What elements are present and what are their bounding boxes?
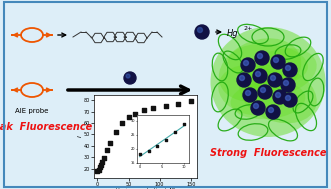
Point: [141, 109, 147, 112]
Point: [137, 153, 142, 156]
Circle shape: [273, 57, 278, 63]
Circle shape: [198, 28, 203, 33]
Circle shape: [126, 74, 130, 78]
Text: Weak  Fluorescence: Weak Fluorescence: [0, 122, 93, 132]
Circle shape: [244, 60, 249, 66]
Circle shape: [243, 88, 257, 102]
Point: [95, 169, 100, 172]
Ellipse shape: [211, 27, 325, 137]
Circle shape: [286, 66, 291, 70]
Circle shape: [240, 75, 245, 81]
Point: [132, 112, 137, 115]
Text: Hg: Hg: [227, 29, 239, 38]
Text: Strong  Fluorescence: Strong Fluorescence: [210, 148, 326, 158]
Circle shape: [254, 104, 259, 108]
Circle shape: [255, 51, 269, 65]
Circle shape: [241, 58, 255, 72]
Point: [188, 100, 193, 103]
Circle shape: [256, 71, 260, 77]
Circle shape: [237, 73, 251, 87]
Point: [120, 122, 125, 125]
Circle shape: [268, 108, 273, 112]
Point: [107, 142, 113, 145]
Circle shape: [246, 91, 251, 95]
Point: [126, 116, 131, 119]
Ellipse shape: [243, 48, 317, 96]
Circle shape: [195, 25, 209, 39]
Point: [97, 166, 103, 169]
Circle shape: [266, 105, 280, 119]
Circle shape: [258, 85, 272, 99]
X-axis label: Hg²⁺ concentration (μM): Hg²⁺ concentration (μM): [116, 188, 175, 189]
Ellipse shape: [218, 65, 288, 115]
Ellipse shape: [228, 44, 308, 84]
Circle shape: [124, 72, 136, 84]
Point: [176, 102, 181, 105]
Text: Proton interaction: Proton interaction: [95, 99, 165, 108]
Circle shape: [281, 78, 295, 92]
Point: [101, 157, 106, 160]
Point: [104, 149, 110, 152]
Circle shape: [258, 53, 262, 59]
Ellipse shape: [231, 81, 306, 119]
Circle shape: [271, 55, 285, 69]
Y-axis label: I: I: [77, 135, 82, 137]
Ellipse shape: [239, 65, 317, 123]
Point: [96, 168, 101, 171]
Ellipse shape: [219, 38, 301, 102]
Circle shape: [283, 63, 297, 77]
Point: [182, 122, 187, 125]
Point: [163, 104, 168, 107]
Point: [164, 139, 169, 142]
Circle shape: [253, 69, 267, 83]
Circle shape: [283, 93, 297, 107]
Point: [99, 164, 104, 167]
Circle shape: [275, 92, 280, 98]
Circle shape: [286, 95, 291, 101]
Circle shape: [273, 90, 287, 104]
Circle shape: [260, 88, 265, 92]
Circle shape: [270, 75, 275, 81]
Text: 2+: 2+: [243, 26, 252, 31]
Point: [100, 160, 105, 163]
Circle shape: [283, 81, 289, 85]
Text: AIE probe: AIE probe: [15, 108, 49, 114]
Circle shape: [268, 73, 282, 87]
Point: [155, 144, 160, 147]
Point: [114, 131, 119, 134]
Point: [173, 130, 178, 133]
Circle shape: [251, 101, 265, 115]
Point: [151, 107, 156, 110]
Point: [146, 150, 151, 153]
